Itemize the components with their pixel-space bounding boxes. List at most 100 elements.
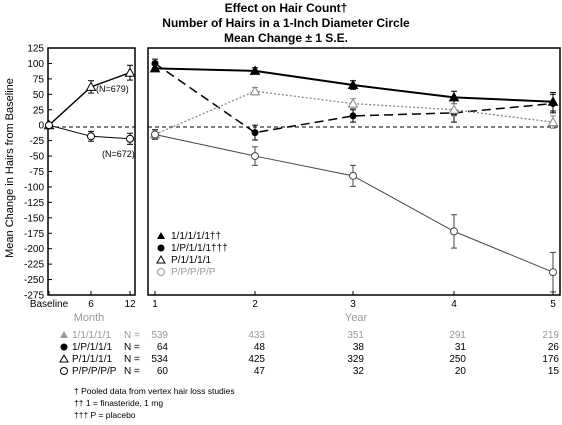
data-point xyxy=(450,227,458,236)
n-table: 1/1/1/1/1 N = 539 433 351 291 219 1/P/1/… xyxy=(59,330,560,377)
chart-title: Effect on Hair Count† xyxy=(225,1,348,15)
n-row-4-value-3: 32 xyxy=(353,366,365,377)
n-row-4-marker xyxy=(60,367,68,375)
data-point xyxy=(45,121,53,130)
right-panel: 1 2 3 4 5 Year 1/1/1/1/1†† 1/P/1/1/1††† P/1/… xyxy=(147,47,561,324)
footnote-1: † Pooled data from vertex hair loss stud… xyxy=(74,386,235,396)
legend-marker-open-triangle xyxy=(156,254,166,264)
n-row-1-value-5: 219 xyxy=(542,330,559,341)
y-tick-label: -250 xyxy=(24,275,44,286)
n-row-2-n-label: N = xyxy=(124,342,140,353)
n-row-3-n-label: N = xyxy=(124,354,140,365)
x-tick-label: Baseline xyxy=(30,299,69,310)
x-tick-label: 3 xyxy=(350,299,356,310)
chart-subtitle-1: Number of Hairs in a 1-Inch Diameter Cir… xyxy=(162,16,410,30)
n-row-3-value-3: 329 xyxy=(347,354,364,365)
data-point xyxy=(251,129,259,137)
n-row-1-n-label: N = xyxy=(124,330,140,341)
data-point xyxy=(448,104,460,114)
x-tick-label: 5 xyxy=(550,299,556,310)
y-tick-label: 25 xyxy=(33,105,45,116)
left-x-ticks: Baseline 6 12 xyxy=(30,291,136,310)
data-point xyxy=(151,59,159,67)
data-point xyxy=(249,85,261,96)
left-panel-marks xyxy=(43,64,136,145)
n-row-4: P/P/P/P/P N = 60 47 32 20 15 xyxy=(60,366,560,377)
series-4 xyxy=(151,129,557,293)
legend-marker-filled-triangle xyxy=(157,232,165,239)
n-row-2-value-1: 64 xyxy=(157,342,169,353)
data-point xyxy=(126,134,134,143)
data-point xyxy=(249,65,261,75)
footnote-2: †† 1 = finasteride, 1 mg xyxy=(74,398,163,408)
left-x-axis-label: Month xyxy=(74,312,105,324)
n-row-2-value-3: 38 xyxy=(353,342,365,353)
n-row-1-marker xyxy=(60,331,68,338)
data-point xyxy=(549,100,557,108)
n-row-2-name: 1/P/1/1/1 xyxy=(72,342,112,353)
n-row-3: P/1/1/1/1 N = 534 425 329 250 176 xyxy=(59,353,559,365)
n-row-1-value-1: 539 xyxy=(151,330,168,341)
data-point xyxy=(347,79,359,90)
left-panel: 125 100 75 50 25 0 -25 -50 -75 -100 -125 -150 -175 -2… xyxy=(24,44,136,325)
series-line xyxy=(154,90,554,136)
data-point xyxy=(87,132,95,141)
data-point xyxy=(349,112,357,120)
data-point xyxy=(251,152,259,161)
n-row-4-value-5: 15 xyxy=(548,366,560,377)
x-tick-label: 2 xyxy=(252,299,258,310)
y-tick-label: -100 xyxy=(24,182,44,193)
n-row-4-value-4: 20 xyxy=(455,366,467,377)
n-row-2-marker xyxy=(60,343,68,351)
n-row-2: 1/P/1/1/1 N = 64 48 38 31 26 xyxy=(60,342,560,353)
y-tick-label: -75 xyxy=(30,167,45,178)
data-point xyxy=(547,116,559,127)
y-tick-label: -175 xyxy=(24,229,44,240)
data-point xyxy=(85,81,97,91)
n-row-3-value-4: 250 xyxy=(449,354,466,365)
y-tick-label: -50 xyxy=(30,152,45,163)
y-tick-label: -125 xyxy=(24,198,44,209)
y-tick-label: -150 xyxy=(24,213,44,224)
x-tick-label: 1 xyxy=(152,299,158,310)
x-tick-label: 12 xyxy=(124,299,136,310)
left-n-annotation-2: (N=672) xyxy=(102,149,135,159)
legend: 1/1/1/1/1†† 1/P/1/1/1††† P/1/1/1/1 P/P/P… xyxy=(156,231,228,278)
legend-marker-open-circle xyxy=(157,268,165,276)
x-tick-label: 4 xyxy=(451,299,457,310)
data-point xyxy=(151,130,159,139)
y-tick-label: -275 xyxy=(24,291,44,302)
data-point xyxy=(347,98,359,108)
n-row-4-name: P/P/P/P/P xyxy=(72,366,117,377)
legend-label-4: P/P/P/P/P xyxy=(171,267,216,278)
legend-label-2: 1/P/1/1/1††† xyxy=(171,243,228,254)
n-row-4-value-2: 47 xyxy=(254,366,266,377)
x-tick-label: 6 xyxy=(88,299,94,310)
right-panel-frame xyxy=(147,47,561,296)
y-tick-label: -200 xyxy=(24,244,44,255)
legend-item-3: P/1/1/1/1 xyxy=(156,254,211,266)
n-row-2-value-2: 48 xyxy=(254,342,266,353)
n-row-1: 1/1/1/1/1 N = 539 433 351 291 219 xyxy=(60,330,559,341)
right-x-axis-label: Year xyxy=(345,312,368,324)
n-row-1-value-4: 291 xyxy=(449,330,466,341)
y-axis-label: Mean Change in Hairs from Baseline xyxy=(4,78,16,258)
data-point xyxy=(124,67,136,77)
legend-item-1: 1/1/1/1/1†† xyxy=(157,231,221,242)
y-tick-label: 75 xyxy=(33,74,45,85)
series-1 xyxy=(43,64,136,130)
legend-label-1: 1/1/1/1/1†† xyxy=(171,231,221,242)
n-row-4-value-1: 60 xyxy=(157,366,169,377)
series-2 xyxy=(45,121,134,145)
y-tick-label: 50 xyxy=(33,90,45,101)
footnote-3: ††† P = placebo xyxy=(74,410,136,420)
data-point xyxy=(549,268,557,277)
n-row-2-value-4: 31 xyxy=(455,342,467,353)
y-tick-label: -25 xyxy=(30,136,45,147)
left-n-annotation-1: (N=679) xyxy=(96,84,129,94)
n-row-2-value-5: 26 xyxy=(548,342,560,353)
n-row-1-name: 1/1/1/1/1 xyxy=(72,330,111,341)
n-row-3-value-1: 534 xyxy=(151,354,168,365)
n-row-1-value-3: 351 xyxy=(347,330,364,341)
legend-item-2: 1/P/1/1/1††† xyxy=(157,243,228,254)
